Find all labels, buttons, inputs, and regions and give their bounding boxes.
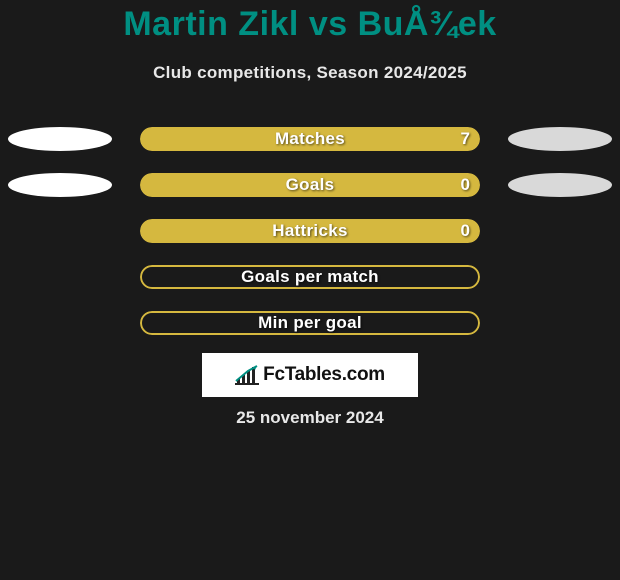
stat-value: 7 xyxy=(461,127,470,151)
right-ellipse xyxy=(508,127,612,151)
left-ellipse xyxy=(8,127,112,151)
date-label: 25 november 2024 xyxy=(0,408,620,428)
stat-bar: Matches7 xyxy=(140,127,480,151)
stat-value: 0 xyxy=(461,173,470,197)
stat-row: Min per goal xyxy=(0,311,620,337)
stat-label: Min per goal xyxy=(140,311,480,335)
logo: FcTables.com xyxy=(202,353,418,397)
stat-row: Goals0 xyxy=(0,173,620,199)
stat-label: Goals per match xyxy=(140,265,480,289)
stat-value: 0 xyxy=(461,219,470,243)
stat-bar: Hattricks0 xyxy=(140,219,480,243)
stat-row: Matches7 xyxy=(0,127,620,153)
page-title: Martin Zikl vs BuÅ¾ek xyxy=(0,5,620,44)
stat-row: Hattricks0 xyxy=(0,219,620,245)
left-ellipse xyxy=(8,173,112,197)
stat-row: Goals per match xyxy=(0,265,620,291)
stat-label: Matches xyxy=(140,127,480,151)
logo-chart-icon xyxy=(235,365,259,385)
stat-label: Goals xyxy=(140,173,480,197)
stat-bar: Goals per match xyxy=(140,265,480,289)
subtitle: Club competitions, Season 2024/2025 xyxy=(0,63,620,83)
logo-line-icon xyxy=(235,365,259,385)
stat-bar: Min per goal xyxy=(140,311,480,335)
stat-label: Hattricks xyxy=(140,219,480,243)
stat-bar: Goals0 xyxy=(140,173,480,197)
logo-text: FcTables.com xyxy=(263,364,385,386)
right-ellipse xyxy=(508,173,612,197)
